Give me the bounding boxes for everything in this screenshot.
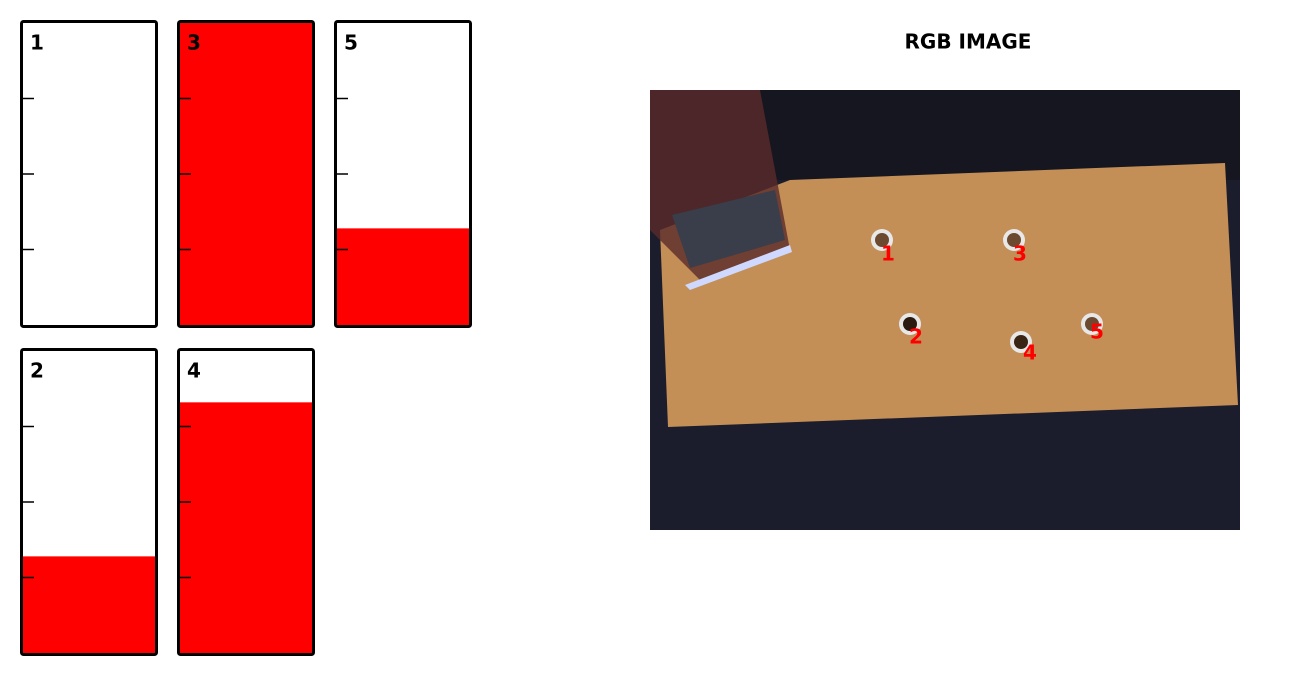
cup-marker: 3 [1013,242,1027,266]
cup-marker: 2 [909,325,923,349]
image-markers: 1 2 3 4 5 [881,242,1104,365]
rgb-image [650,90,1240,530]
gauge-frame [177,20,315,328]
gauge-frame [20,348,158,656]
gauge-frame [177,348,315,656]
gauge-label: 2 [30,359,44,383]
gauge-fill [337,228,469,325]
gauge-fill [23,556,155,653]
gauges: 1 3 5 2 4 [20,20,472,656]
gauge-fill [180,402,312,653]
gauge-frame [334,20,472,328]
gauge-label: 4 [187,359,201,383]
gauge-label: 1 [30,31,44,55]
cup-marker: 1 [881,242,895,266]
gauge-label: 3 [187,31,201,55]
cup-marker: 5 [1090,320,1104,344]
image-title: RGB IMAGE [905,30,1032,54]
cup-marker: 4 [1023,341,1037,365]
gauge-label: 5 [344,31,358,55]
gauge-fill [180,23,312,325]
gauge-background [20,20,158,328]
gauge-frame [20,20,158,328]
